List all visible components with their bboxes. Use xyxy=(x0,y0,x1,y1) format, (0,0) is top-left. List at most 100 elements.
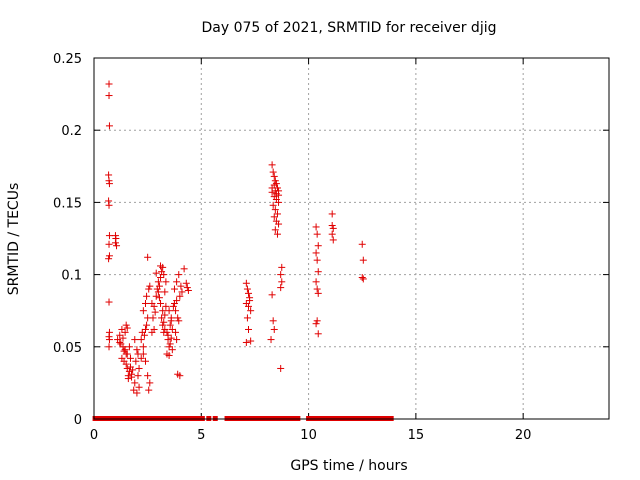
data-point xyxy=(131,336,139,344)
data-point xyxy=(161,311,169,319)
data-point xyxy=(245,302,252,310)
data-point xyxy=(157,273,165,281)
y-tick-label: 0 xyxy=(74,413,82,428)
gridlines xyxy=(94,58,609,419)
data-point xyxy=(165,351,173,359)
data-point xyxy=(268,291,276,299)
data-point xyxy=(273,210,281,218)
y-tick-label: 0.25 xyxy=(53,52,82,67)
data-point xyxy=(278,278,286,286)
data-point xyxy=(313,285,321,293)
data-point xyxy=(314,330,322,338)
data-point xyxy=(163,328,171,336)
data-point xyxy=(125,343,133,351)
data-point xyxy=(245,289,252,297)
data-point xyxy=(278,263,286,271)
data-point xyxy=(314,268,322,276)
data-point xyxy=(129,366,137,374)
data-point xyxy=(158,314,166,322)
data-point xyxy=(328,230,336,238)
data-point xyxy=(358,240,366,248)
data-point xyxy=(157,262,165,270)
data-point xyxy=(271,226,279,234)
data-point xyxy=(172,328,180,336)
tick-labels: 0 5 10 15 20 0 0.05 0.1 0.15 0.2 0.25 xyxy=(53,52,531,443)
data-point xyxy=(133,346,141,354)
data-point xyxy=(329,236,337,244)
data-point xyxy=(173,297,181,305)
y-tick-label: 0.1 xyxy=(61,269,82,284)
data-point xyxy=(130,386,138,394)
data-point xyxy=(121,328,129,336)
data-point xyxy=(358,273,366,281)
data-point xyxy=(312,223,320,231)
x-tick-label: 10 xyxy=(300,428,317,443)
data-point xyxy=(270,213,278,221)
data-point xyxy=(160,271,168,279)
data-point xyxy=(155,282,163,290)
data-point xyxy=(271,177,279,185)
data-point xyxy=(140,331,148,339)
data-point xyxy=(180,265,188,273)
data-point xyxy=(113,242,121,250)
data-point xyxy=(242,279,250,287)
data-point xyxy=(269,201,277,209)
data-point xyxy=(168,346,176,354)
data-point xyxy=(275,198,283,206)
data-point xyxy=(243,314,251,322)
data-point xyxy=(123,324,131,332)
data-point xyxy=(142,357,149,365)
data-point xyxy=(144,253,152,261)
data-point xyxy=(167,334,175,342)
data-point xyxy=(146,282,154,290)
data-point xyxy=(165,343,173,351)
data-point xyxy=(313,256,321,264)
data-point xyxy=(273,230,281,238)
data-point xyxy=(275,220,283,228)
data-points xyxy=(105,80,367,397)
data-point xyxy=(134,372,142,380)
data-point xyxy=(242,338,250,346)
data-point xyxy=(150,302,158,310)
data-point xyxy=(270,181,278,189)
data-point xyxy=(124,375,132,383)
data-point xyxy=(139,343,147,351)
data-point xyxy=(150,325,158,333)
data-point xyxy=(135,383,143,391)
data-point xyxy=(247,307,255,315)
data-point xyxy=(173,278,181,286)
data-point xyxy=(271,206,279,214)
y-tick-label: 0.2 xyxy=(61,124,82,139)
data-point xyxy=(245,325,252,333)
x-tick-label: 20 xyxy=(515,428,532,443)
data-point xyxy=(105,336,113,344)
data-point xyxy=(111,239,119,247)
data-point xyxy=(105,122,113,130)
data-point xyxy=(183,284,191,292)
data-point xyxy=(105,252,113,260)
x-tick-label: 0 xyxy=(90,428,98,443)
data-point xyxy=(277,364,285,372)
data-point xyxy=(176,292,184,300)
data-point xyxy=(146,379,154,387)
data-point xyxy=(142,299,149,307)
data-point xyxy=(105,240,113,248)
data-point xyxy=(152,292,160,300)
data-point xyxy=(314,242,322,250)
data-point xyxy=(359,275,367,283)
data-point xyxy=(143,321,151,329)
data-point xyxy=(154,278,162,286)
data-point xyxy=(312,278,320,286)
data-point xyxy=(119,334,127,342)
data-point xyxy=(182,279,190,287)
data-point xyxy=(169,302,177,310)
data-point xyxy=(105,232,113,240)
data-point xyxy=(128,373,136,381)
data-point xyxy=(160,318,168,326)
chart-title: Day 075 of 2021, SRMTID for receiver dji… xyxy=(202,20,497,36)
data-point xyxy=(116,338,124,346)
x-axis-label: GPS time / hours xyxy=(290,458,407,474)
data-point xyxy=(142,325,149,333)
data-point xyxy=(174,314,182,322)
